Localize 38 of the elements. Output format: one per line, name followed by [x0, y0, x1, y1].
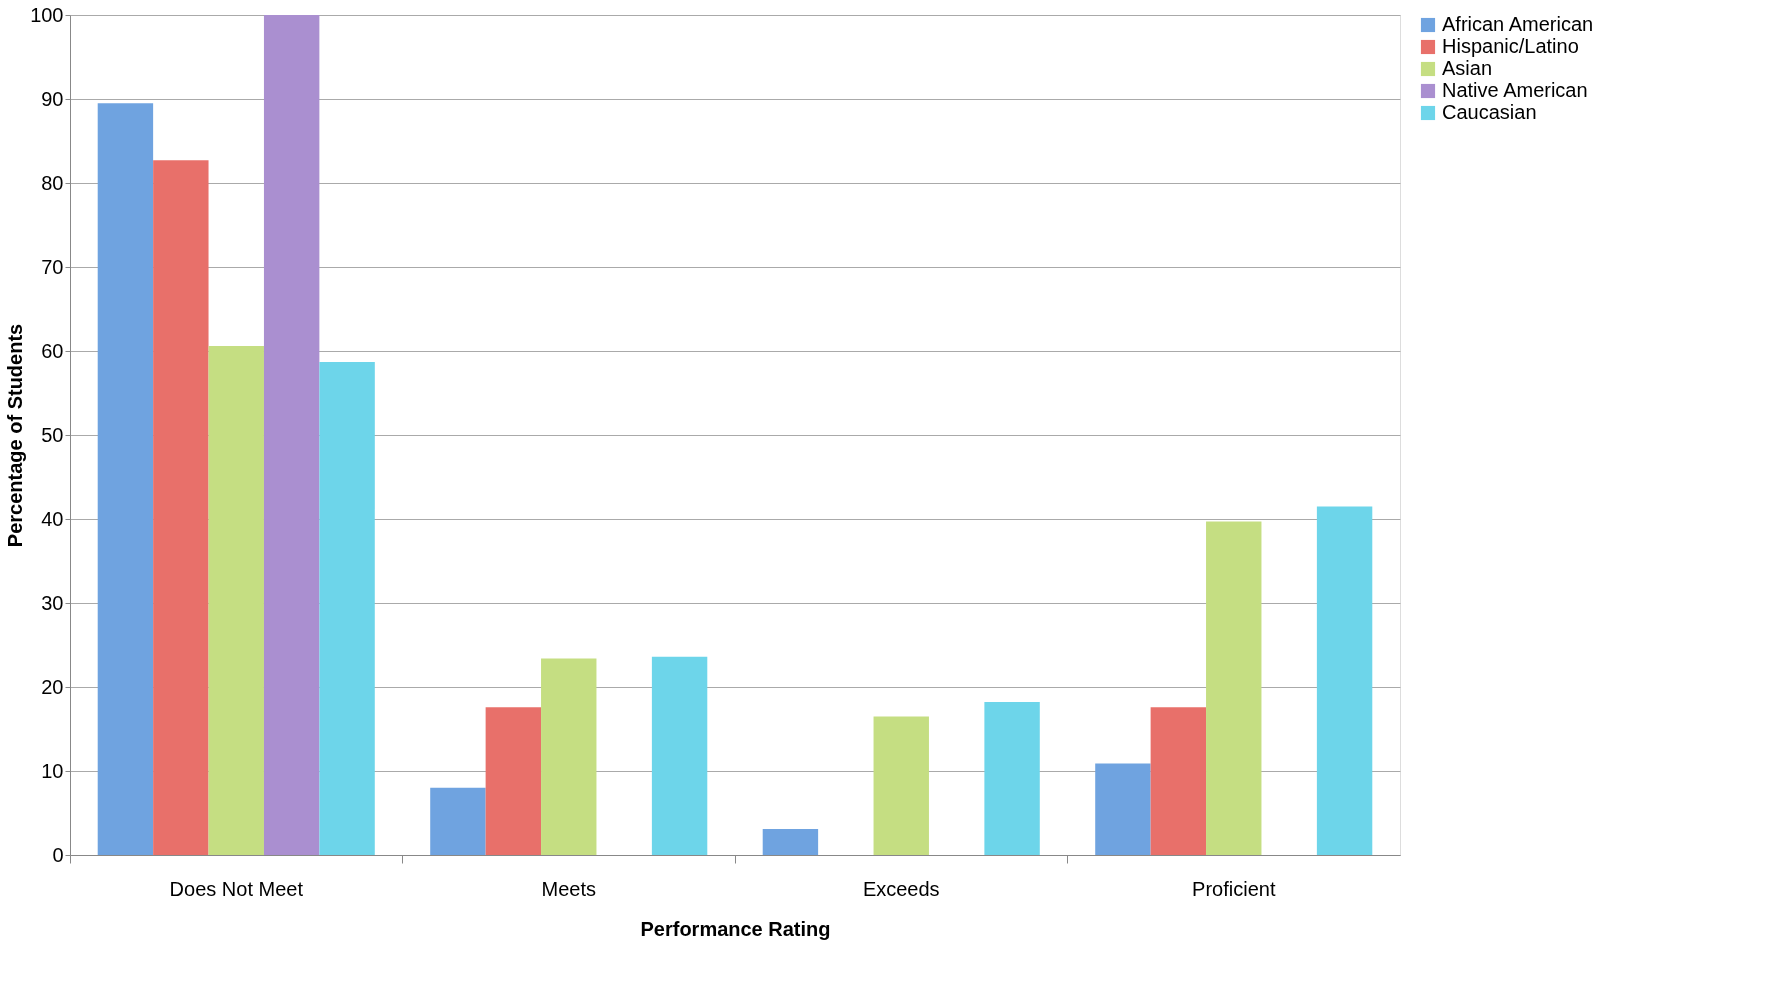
- legend-label: Caucasian: [1442, 101, 1537, 123]
- bar: [1095, 763, 1151, 855]
- x-tick-label: Does Not Meet: [169, 877, 304, 900]
- bar: [319, 361, 375, 855]
- x-tick-label: Meets: [541, 877, 596, 900]
- bar: [1150, 707, 1207, 855]
- bar: [762, 828, 819, 855]
- y-tick-label: 90: [41, 87, 64, 110]
- y-tick-label: 100: [30, 3, 64, 26]
- legend-label: Asian: [1442, 57, 1493, 79]
- bar: [651, 656, 708, 855]
- bar: [97, 103, 154, 855]
- y-tick-label: 40: [41, 507, 64, 530]
- y-tick-label: 80: [41, 171, 64, 194]
- bar: [541, 658, 597, 855]
- x-tick-label: Proficient: [1192, 877, 1276, 900]
- bar: [1206, 521, 1262, 855]
- bar: [873, 716, 929, 855]
- legend-label: Hispanic/Latino: [1442, 35, 1579, 57]
- bar: [208, 345, 264, 855]
- y-tick-label: 0: [52, 843, 64, 866]
- y-tick-label: 70: [41, 255, 64, 278]
- bar: [984, 702, 1040, 855]
- y-tick-label: 30: [41, 591, 64, 614]
- bar: [485, 707, 542, 855]
- y-tick-label: 10: [41, 759, 64, 782]
- bar: [153, 160, 209, 855]
- y-axis-title: Percentage of Students: [4, 323, 27, 548]
- legend-label: Native American: [1442, 79, 1588, 101]
- x-tick-label: Exceeds: [862, 877, 940, 900]
- bar: [430, 787, 486, 855]
- bar: [263, 15, 320, 855]
- legend-label: African American: [1442, 13, 1594, 35]
- y-tick-label: 60: [41, 339, 64, 362]
- y-tick-label: 20: [41, 675, 64, 698]
- x-axis-title: Performance Rating: [640, 917, 831, 940]
- bar: [1316, 506, 1373, 855]
- y-tick-label: 50: [41, 423, 64, 446]
